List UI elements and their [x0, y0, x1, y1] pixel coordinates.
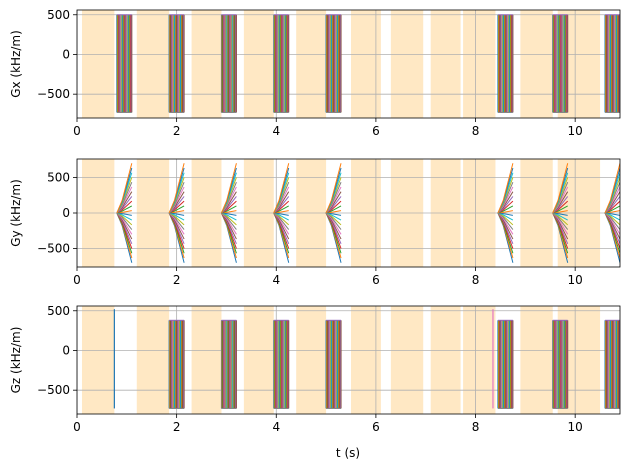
- shaded-interval: [136, 306, 170, 414]
- shaded-interval: [191, 10, 222, 118]
- plot-area: [77, 159, 620, 267]
- shaded-interval: [81, 306, 115, 414]
- x-tick-label: 10: [568, 273, 583, 287]
- shaded-interval: [350, 306, 381, 414]
- y-tick-label: −500: [37, 242, 70, 256]
- phase-encode-trace: [273, 163, 290, 214]
- shaded-interval: [191, 306, 222, 414]
- shaded-interval: [520, 306, 553, 414]
- axes-frame: [76, 305, 621, 415]
- shaded-interval: [81, 10, 115, 118]
- y-tick-label: 0: [62, 343, 70, 357]
- shaded-interval: [296, 10, 327, 118]
- x-tick-label: 4: [272, 124, 280, 138]
- x-tick-label: 8: [472, 273, 480, 287]
- x-tick-label: 2: [173, 420, 181, 434]
- x-tick-label: 4: [272, 273, 280, 287]
- shaded-interval: [520, 10, 553, 118]
- phase-encode-trace: [552, 163, 569, 214]
- panel-2: 0 2 4 6 8 10 −500 0 500 Gy (kHz/m): [9, 158, 621, 287]
- shaded-interval: [136, 10, 170, 118]
- axes-frame: [76, 9, 621, 119]
- shaded-interval: [390, 306, 424, 414]
- x-tick-label: 4: [272, 420, 280, 434]
- phase-encode-trace: [168, 163, 185, 214]
- panel-1: 0 2 4 6 8 10 −500 0 500 Gx (kHz/m): [9, 8, 621, 138]
- shaded-interval: [463, 306, 496, 414]
- y-tick-label: 0: [62, 206, 70, 220]
- y-tick-label: 500: [47, 8, 70, 22]
- plot-area: [77, 306, 620, 414]
- plot-area: [77, 10, 620, 118]
- x-tick-label: 10: [568, 420, 583, 434]
- x-tick-label: 0: [73, 124, 81, 138]
- y-tick-label: 500: [47, 170, 70, 184]
- x-tick-label: 10: [568, 124, 583, 138]
- y-tick-label: 0: [62, 47, 70, 61]
- shaded-interval: [243, 10, 274, 118]
- y-axis-label: Gy (kHz/m): [9, 179, 23, 247]
- x-tick-label: 0: [73, 273, 81, 287]
- shaded-interval: [350, 10, 381, 118]
- phase-encode-trace: [604, 163, 620, 214]
- x-tick-label: 8: [472, 124, 480, 138]
- phase-encode-trace: [116, 163, 133, 214]
- shaded-interval: [430, 10, 461, 118]
- phase-encode-trace: [497, 163, 514, 214]
- x-tick-label: 2: [173, 124, 181, 138]
- phase-encode-trace: [221, 163, 237, 214]
- x-tick-label: 2: [173, 273, 181, 287]
- shaded-interval: [430, 306, 461, 414]
- panel-3: 0 2 4 6 8 10 −500 0 500 Gz (kHz/m): [9, 304, 621, 434]
- y-tick-label: 500: [47, 304, 70, 318]
- phase-encode-trace: [325, 163, 342, 214]
- x-tick-label: 6: [372, 420, 380, 434]
- x-axis-label: t (s): [336, 446, 360, 460]
- x-tick-label: 6: [372, 124, 380, 138]
- y-tick-label: −500: [37, 383, 70, 397]
- x-tick-label: 0: [73, 420, 81, 434]
- shaded-interval: [296, 306, 327, 414]
- shaded-interval: [243, 306, 274, 414]
- y-tick-label: −500: [37, 87, 70, 101]
- y-axis-label: Gx (kHz/m): [9, 30, 23, 98]
- y-axis-label: Gz (kHz/m): [9, 327, 23, 394]
- shaded-interval: [463, 10, 496, 118]
- shaded-interval: [390, 10, 424, 118]
- x-tick-label: 6: [372, 273, 380, 287]
- x-tick-label: 8: [472, 420, 480, 434]
